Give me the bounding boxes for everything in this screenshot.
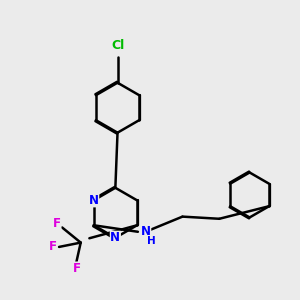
Text: N: N	[89, 194, 99, 207]
Text: N: N	[141, 225, 151, 238]
Text: F: F	[72, 262, 80, 275]
Text: F: F	[53, 217, 61, 230]
Text: Cl: Cl	[111, 39, 124, 52]
Text: F: F	[49, 240, 57, 254]
Text: H: H	[146, 236, 155, 246]
Text: N: N	[110, 231, 120, 244]
